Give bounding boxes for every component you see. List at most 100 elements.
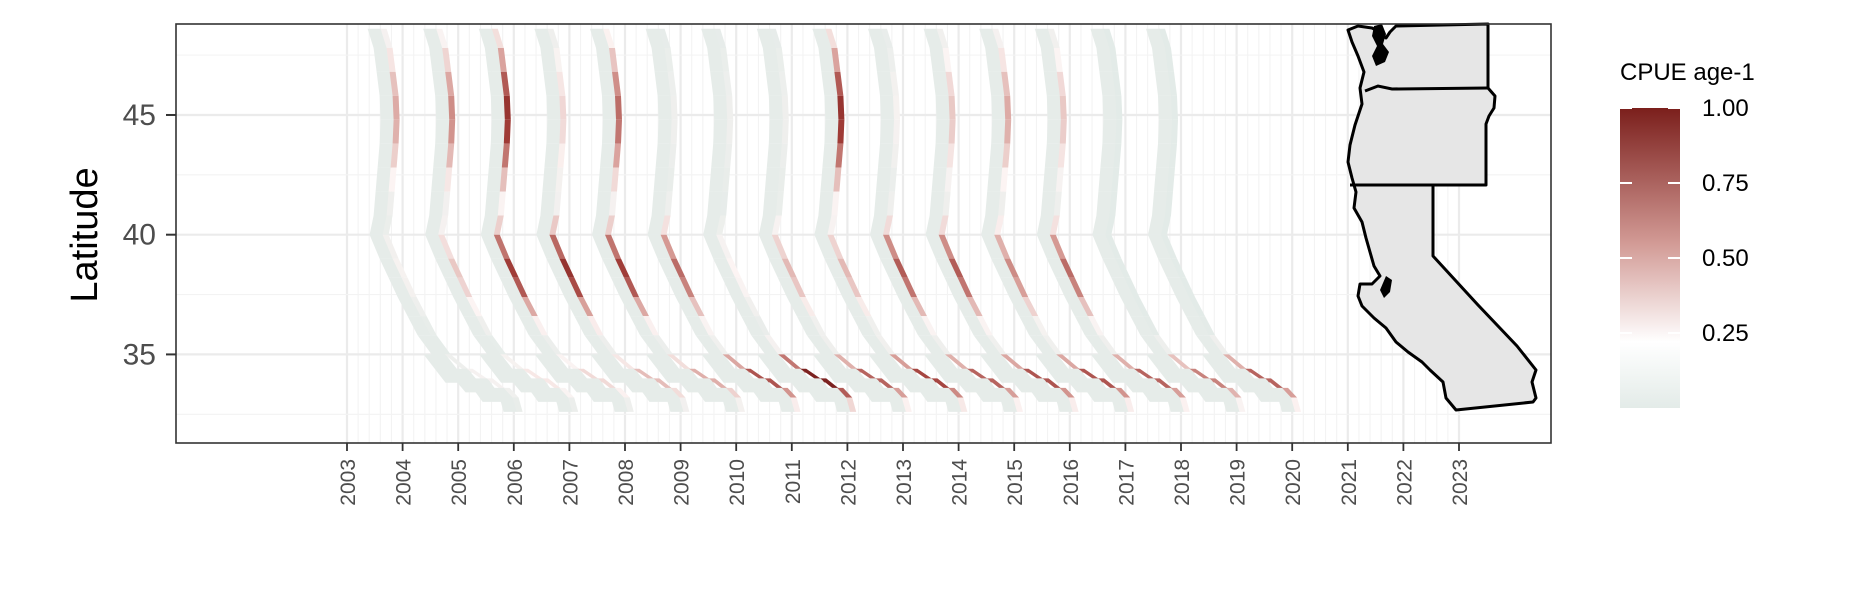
swath-offshore-cell [1158, 119, 1173, 144]
swath-nearshore-cell [553, 47, 563, 72]
swath-nearshore-cell [938, 234, 955, 259]
swath-nearshore-cell [1199, 316, 1215, 336]
swath-offshore-cell [1074, 316, 1099, 336]
swath-offshore-cell [528, 335, 557, 355]
swath-offshore-cell [596, 191, 612, 216]
swath-offshore-cell [1102, 258, 1126, 278]
swath-offshore-cell [935, 95, 951, 120]
swath-offshore-cell [487, 71, 505, 96]
swath-nearshore-cell [716, 234, 733, 259]
swath-offshore-cell [944, 397, 963, 412]
swath-nearshore-cell [541, 335, 562, 355]
swath-offshore-cell [1102, 95, 1118, 120]
inset-map-states [1346, 22, 1538, 412]
swath-offshore-cell [814, 215, 833, 235]
swath-offshore-cell [1036, 215, 1055, 235]
swath-nearshore-cell [614, 387, 630, 398]
swath-nearshore-cell [531, 316, 548, 336]
swath-offshore-cell [376, 71, 394, 96]
swath-offshore-cell [777, 277, 801, 297]
swath-nearshore-cell [667, 71, 677, 96]
swath-nearshore-cell [577, 296, 594, 317]
swath-offshore-cell [657, 387, 681, 398]
x-tick-label: 2017 [1115, 459, 1138, 506]
inset-map-sf-bay [1380, 276, 1392, 298]
year-swath-2017 [1090, 28, 1246, 412]
swath-nearshore-cell [444, 167, 453, 192]
swath-nearshore-cell [777, 167, 786, 192]
swath-nearshore-cell [1171, 258, 1186, 278]
x-tick-label: 2022 [1393, 459, 1416, 506]
swath-offshore-cell [490, 95, 506, 120]
swath-offshore-cell [762, 191, 779, 216]
year-swath-2015 [979, 28, 1135, 412]
swath-offshore-cell [1000, 397, 1018, 412]
swath-offshore-cell [601, 387, 625, 398]
swath-nearshore-cell [549, 234, 566, 259]
swath-offshore-cell [655, 143, 672, 168]
swath-nearshore-cell [1115, 387, 1131, 398]
swath-offshore-cell [473, 335, 502, 355]
swath-offshore-cell [564, 296, 589, 317]
swath-offshore-cell [991, 387, 1014, 398]
swath-offshore-cell [435, 119, 451, 144]
swath-offshore-cell [707, 47, 725, 72]
swath-nearshore-cell [553, 191, 562, 216]
swath-nearshore-cell [615, 95, 622, 120]
x-tick-label: 2008 [615, 459, 638, 506]
swath-offshore-cell [1158, 95, 1173, 120]
swath-nearshore-cell [893, 119, 900, 144]
swath-nearshore-cell [664, 47, 674, 72]
swath-nearshore-cell [781, 95, 789, 120]
swath-nearshore-cell [1057, 143, 1066, 168]
swath-offshore-cell [880, 258, 903, 278]
swath-offshore-cell [417, 335, 446, 355]
swath-offshore-cell [1278, 397, 1296, 412]
swath-nearshore-cell [819, 335, 840, 355]
swath-offshore-cell [640, 335, 668, 355]
y-tick-label: 40 [123, 219, 156, 252]
swath-nearshore-cell [1055, 167, 1064, 192]
year-swath-2014 [923, 28, 1079, 412]
swath-nearshore-cell [670, 387, 686, 398]
swath-offshore-cell [768, 258, 792, 278]
swath-nearshore-cell [948, 95, 956, 120]
swath-nearshore-cell [615, 258, 630, 278]
swath-offshore-cell [1040, 47, 1058, 72]
swath-nearshore-cell [948, 258, 964, 278]
swath-nearshore-cell [446, 143, 455, 168]
swath-offshore-cell [602, 258, 625, 278]
swath-nearshore-cell [386, 191, 395, 216]
swath-offshore-cell [1111, 397, 1130, 412]
swath-offshore-cell [935, 387, 959, 398]
swath-offshore-cell [610, 397, 629, 412]
swath-offshore-cell [889, 277, 912, 297]
swath-nearshore-cell [609, 191, 617, 216]
swath-nearshore-cell [503, 258, 519, 278]
swath-nearshore-cell [1223, 354, 1251, 373]
swath-offshore-cell [880, 95, 895, 120]
swath-offshore-cell [713, 387, 736, 398]
swath-offshore-cell [540, 191, 557, 216]
swath-nearshore-cell [1000, 167, 1009, 192]
swath-nearshore-cell [512, 277, 528, 297]
swath-nearshore-cell [945, 71, 955, 96]
swath-offshore-cell [480, 234, 505, 259]
swath-nearshore-cell [503, 387, 519, 398]
x-tick-label: 2010 [726, 459, 749, 506]
swath-offshore-cell [375, 167, 392, 192]
swath-offshore-cell [709, 167, 726, 192]
swath-nearshore-cell [998, 191, 1007, 216]
x-tick-label: 2004 [393, 459, 416, 506]
swath-offshore-cell [465, 378, 505, 402]
swath-nearshore-cell [1002, 143, 1011, 168]
swath-nearshore-cell [386, 47, 396, 72]
swath-offshore-cell [508, 296, 533, 317]
swath-nearshore-cell [555, 167, 564, 192]
swath-nearshore-cell [781, 387, 797, 398]
swath-nearshore-cell [942, 47, 952, 72]
swath-offshore-cell [379, 95, 395, 120]
y-axis: 35 40 45 [123, 99, 176, 371]
swath-nearshore-cell [1165, 47, 1174, 72]
swath-offshore-cell [630, 316, 654, 336]
